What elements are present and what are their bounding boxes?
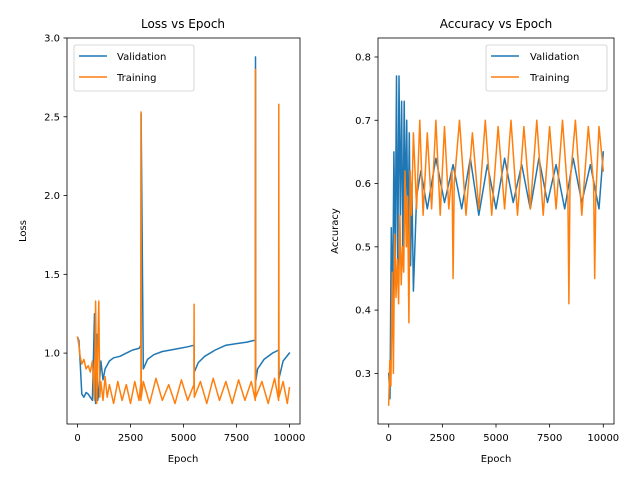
accuracy-chart-title: Accuracy vs Epoch: [440, 17, 553, 31]
accuracy-series-group: [387, 75, 605, 406]
loss-y-axis-label: Loss: [18, 220, 29, 242]
loss-y-tick-label: 2.0: [44, 191, 60, 202]
accuracy-y-tick-label: 0.3: [355, 369, 371, 380]
loss-y-tick-label: 1.5: [44, 270, 60, 281]
accuracy-y-tick-label: 0.5: [355, 242, 371, 253]
accuracy-y-tick-label: 0.6: [355, 179, 371, 190]
loss-x-axis-label: Epoch: [168, 454, 199, 465]
accuracy-x-tick-label: 2500: [430, 433, 455, 444]
accuracy-legend-validation-label: Validation: [530, 52, 579, 63]
loss-y-tick-label: 2.5: [44, 112, 60, 123]
accuracy-y-tick-label: 0.8: [355, 52, 371, 63]
accuracy-x-tick-label: 0: [386, 433, 392, 444]
loss-x-ticks: 0 2500 5000 7500 10000: [74, 424, 305, 444]
accuracy-x-axis-label: Epoch: [481, 454, 512, 465]
accuracy-x-tick-label: 5000: [483, 433, 508, 444]
accuracy-y-ticks: 0.3 0.4 0.5 0.6 0.7 0.8: [355, 52, 378, 380]
loss-series-training-line: [76, 68, 291, 405]
accuracy-legend: Validation Training: [485, 44, 608, 92]
accuracy-y-tick-label: 0.4: [355, 306, 371, 317]
loss-legend: Validation Training: [73, 44, 195, 92]
loss-x-tick-label: 10000: [274, 433, 306, 444]
loss-chart: Loss vs Epoch 0 2500 5000 7500 10000 1.0 1.5 2…: [18, 17, 305, 465]
accuracy-series-training-line: [387, 119, 605, 406]
accuracy-y-tick-label: 0.7: [355, 116, 371, 127]
loss-chart-title: Loss vs Epoch: [141, 17, 225, 31]
loss-legend-training-label: Training: [116, 73, 156, 84]
accuracy-legend-training-label: Training: [529, 73, 569, 84]
loss-y-tick-label: 3.0: [44, 34, 60, 45]
accuracy-chart: Accuracy vs Epoch 0 2500 5000 7500 10000 0.3…: [330, 17, 619, 465]
accuracy-y-axis-label: Accuracy: [330, 208, 341, 254]
loss-y-ticks: 1.0 1.5 2.0 2.5 3.0: [44, 34, 67, 360]
loss-legend-validation-label: Validation: [117, 52, 166, 63]
loss-y-tick-label: 1.0: [44, 349, 60, 360]
loss-x-tick-label: 5000: [171, 433, 196, 444]
loss-x-tick-label: 7500: [224, 433, 249, 444]
loss-x-tick-label: 2500: [118, 433, 143, 444]
loss-x-tick-label: 0: [74, 433, 80, 444]
loss-series-group: [76, 56, 291, 405]
accuracy-x-tick-label: 7500: [537, 433, 562, 444]
accuracy-x-ticks: 0 2500 5000 7500 10000: [386, 424, 619, 444]
accuracy-x-tick-label: 10000: [587, 433, 619, 444]
